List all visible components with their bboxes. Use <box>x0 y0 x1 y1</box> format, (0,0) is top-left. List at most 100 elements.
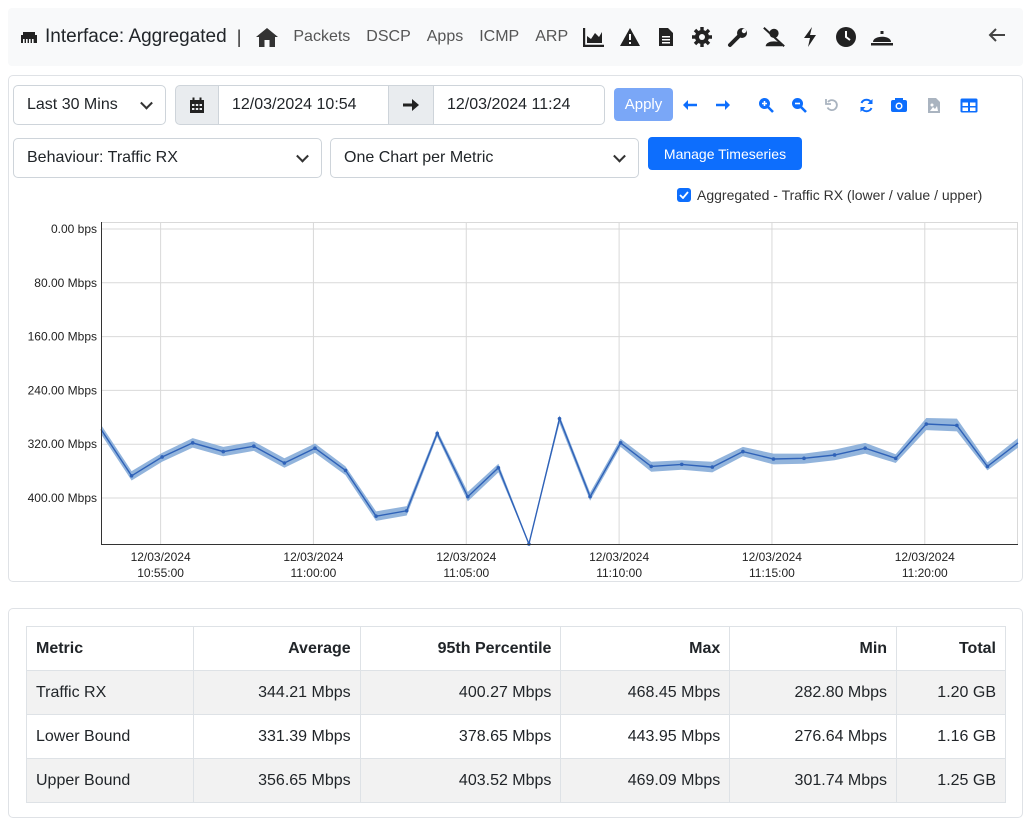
table-cell: 331.39 Mbps <box>192 714 361 759</box>
col-header-min[interactable]: Min <box>729 626 898 671</box>
table-cell: 469.09 Mbps <box>560 758 731 803</box>
table-cell: 276.64 Mbps <box>729 714 898 759</box>
data-point <box>771 457 776 461</box>
nav-link-apps[interactable]: Apps <box>426 28 464 45</box>
x-tick-label: 11:05:00 <box>443 566 489 580</box>
data-point <box>221 449 226 454</box>
table-cell: Traffic RX <box>26 670 194 715</box>
refresh-icon[interactable] <box>857 96 875 114</box>
bounds-band <box>101 415 1018 544</box>
area-chart-icon[interactable] <box>582 25 606 49</box>
wrench-icon[interactable] <box>726 25 750 49</box>
nav-link-dscp[interactable]: DSCP <box>366 28 411 45</box>
data-point <box>649 464 653 469</box>
calendar-icon <box>190 97 204 113</box>
data-point <box>343 468 348 473</box>
table-cell: 443.95 Mbps <box>560 714 731 759</box>
table-row: Traffic RX 344.21 Mbps 400.27 Mbps 468.4… <box>26 670 1006 715</box>
legend-checkbox[interactable] <box>677 188 691 202</box>
bolt-icon[interactable] <box>798 25 822 49</box>
table-cell: 1.16 GB <box>896 714 1006 759</box>
file-icon[interactable] <box>654 25 678 49</box>
y-tick-label: 160.00 Mbps <box>28 330 97 344</box>
chart-card <box>8 75 1023 582</box>
legend-label: Aggregated - Traffic RX (lower / value /… <box>697 187 983 203</box>
start-datetime-value: 12/03/2024 10:54 <box>232 96 357 113</box>
data-point <box>129 474 134 478</box>
data-point <box>404 508 409 513</box>
table-header-row: Metric Average 95th Percentile Max Min T… <box>26 626 1006 671</box>
data-point <box>710 465 715 469</box>
undo-icon[interactable] <box>823 96 841 114</box>
calendar-button[interactable] <box>175 85 219 125</box>
clock-icon[interactable] <box>834 25 858 49</box>
time-range-value: Last 30 Mins <box>27 96 118 113</box>
nav-link-arp[interactable]: ARP <box>535 28 569 45</box>
y-tick-label: 240.00 Mbps <box>28 383 97 397</box>
arrow-right-icon[interactable] <box>714 96 732 114</box>
time-range-select[interactable]: Last 30 Mins <box>13 85 166 125</box>
data-point <box>557 416 562 421</box>
data-point <box>374 514 378 518</box>
col-header-95th-percentile[interactable]: 95th Percentile <box>359 626 562 671</box>
col-header-average[interactable]: Average <box>192 626 361 671</box>
table-icon[interactable] <box>960 96 978 114</box>
x-tick-label: 12/03/2024 <box>436 550 496 564</box>
table-row: Lower Bound 331.39 Mbps 378.65 Mbps 443.… <box>26 714 1006 759</box>
arrow-left-icon[interactable] <box>681 96 699 114</box>
check-icon <box>679 191 689 199</box>
chart-mode-select[interactable]: One Chart per Metric <box>330 138 639 178</box>
chart-mode-value: One Chart per Metric <box>344 149 494 166</box>
col-header-metric[interactable]: Metric <box>26 626 194 671</box>
zoom-out-icon[interactable] <box>790 96 808 114</box>
x-tick-label: 11:20:00 <box>902 566 948 580</box>
nav-link-icmp[interactable]: ICMP <box>479 28 520 45</box>
brand: Interface: Aggregated <box>18 26 227 48</box>
end-datetime-input[interactable]: 12/03/2024 11:24 <box>433 85 605 125</box>
data-point <box>924 422 929 426</box>
table-cell: 282.80 Mbps <box>729 670 898 715</box>
x-tick-label: 12/03/2024 <box>895 550 955 564</box>
traffic-chart: 0.00 bps 80.00 Mbps 160.00 Mbps 240.00 Mbps… <box>28 222 1019 580</box>
table-cell: 400.27 Mbps <box>359 670 562 715</box>
traffic-rx-line <box>100 416 1019 547</box>
y-tick-label: 400.00 Mbps <box>28 491 97 505</box>
home-icon[interactable] <box>255 25 279 49</box>
data-point <box>863 446 867 451</box>
start-datetime-input[interactable]: 12/03/2024 10:54 <box>218 85 389 125</box>
table-cell: 356.65 Mbps <box>192 758 361 803</box>
behaviour-select[interactable]: Behaviour: Traffic RX <box>13 138 322 178</box>
data-point <box>893 456 898 461</box>
gear-icon[interactable] <box>690 25 714 49</box>
behaviour-value: Behaviour: Traffic RX <box>27 149 178 166</box>
table-cell: 301.74 Mbps <box>729 758 898 803</box>
back-arrow-icon[interactable] <box>987 25 1009 47</box>
chart-grid <box>101 222 1018 544</box>
bell-service-icon[interactable] <box>870 25 894 49</box>
data-point <box>985 464 990 469</box>
table-cell: 403.52 Mbps <box>359 758 562 803</box>
data-point <box>588 494 592 499</box>
table-cell: 1.25 GB <box>896 758 1006 803</box>
apply-button[interactable]: Apply <box>614 88 673 121</box>
data-point <box>741 449 745 454</box>
data-point <box>618 441 623 445</box>
warning-icon[interactable] <box>618 25 642 49</box>
data-point <box>679 462 684 467</box>
image-file-icon[interactable] <box>925 96 943 114</box>
data-point <box>282 461 287 465</box>
manage-timeseries-button[interactable]: Manage Timeseries <box>648 137 802 170</box>
col-header-total[interactable]: Total <box>896 626 1006 671</box>
data-point <box>190 441 195 445</box>
chart-legend: Aggregated - Traffic RX (lower / value /… <box>677 187 982 203</box>
user-slash-icon[interactable] <box>762 25 786 49</box>
nav-link-packets[interactable]: Packets <box>293 28 351 45</box>
camera-icon[interactable] <box>890 96 908 114</box>
col-header-max[interactable]: Max <box>560 626 731 671</box>
y-axis-ticks: 0.00 bps 80.00 Mbps 160.00 Mbps 240.00 Mbps… <box>28 222 97 505</box>
x-tick-label: 11:15:00 <box>749 566 795 580</box>
zoom-in-icon[interactable] <box>757 96 775 114</box>
data-points <box>129 416 990 546</box>
data-point <box>955 423 959 428</box>
title-separator: | <box>236 26 242 47</box>
